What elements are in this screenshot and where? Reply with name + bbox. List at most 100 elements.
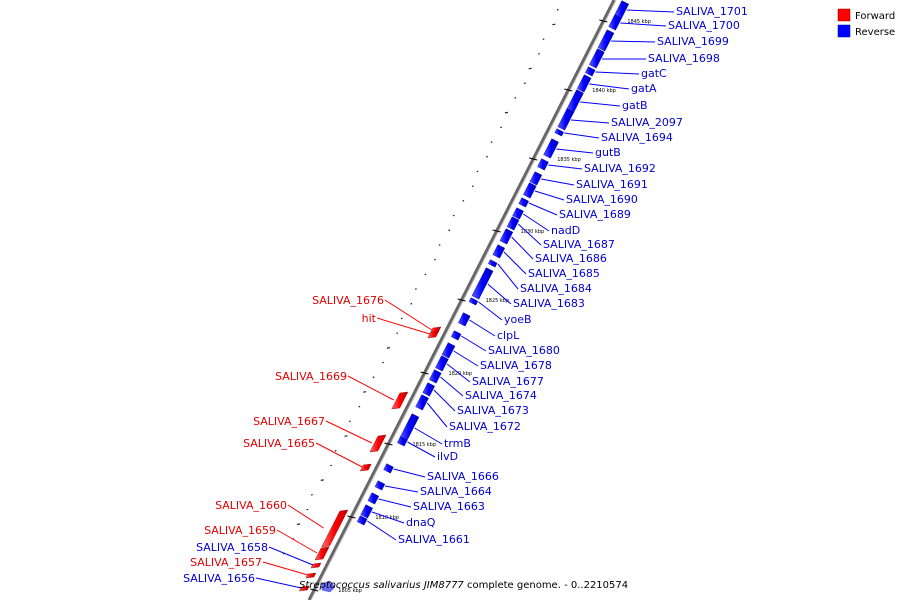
reverse-gene-arrow[interactable]	[383, 463, 394, 474]
gc-dot	[382, 361, 384, 364]
reverse-gene-arrow[interactable]	[554, 128, 564, 137]
reverse-gene-arrow[interactable]	[435, 355, 449, 372]
forward-gene-arrow[interactable]	[369, 434, 387, 453]
reverse-gene-label[interactable]: gatC	[641, 67, 667, 80]
reverse-gene-label[interactable]: SALIVA_1661	[398, 533, 470, 546]
reverse-gene-arrow[interactable]	[585, 66, 596, 77]
reverse-gene-label[interactable]: SALIVA_1701	[676, 5, 748, 18]
reverse-gene-label[interactable]: gatB	[622, 99, 648, 112]
reverse-gene-label[interactable]: SALIVA_1700	[668, 19, 740, 32]
reverse-gene-arrow[interactable]	[537, 158, 549, 171]
reverse-gene-leader	[497, 263, 519, 290]
reverse-gene-arrow[interactable]	[529, 171, 543, 186]
reverse-gene-arrow[interactable]	[518, 197, 529, 208]
reverse-gene-label[interactable]: dnaQ	[406, 516, 436, 529]
reverse-gene-label[interactable]: SALIVA_1686	[535, 252, 607, 265]
forward-gene-arrow[interactable]	[310, 562, 322, 569]
scale-tick	[420, 371, 429, 375]
forward-gene-arrow[interactable]	[314, 546, 330, 561]
forward-gene-label[interactable]: SALIVA_1665	[243, 437, 315, 450]
forward-gene-arrow[interactable]	[305, 572, 317, 579]
reverse-gene-label[interactable]: SALIVA_1690	[566, 193, 638, 206]
reverse-gene-label[interactable]: SALIVA_1689	[559, 208, 631, 221]
legend: Forward Reverse	[837, 8, 895, 38]
reverse-gene-label[interactable]: SALIVA_1691	[576, 178, 648, 191]
reverse-gene-arrow[interactable]	[523, 182, 537, 199]
reverse-gene-arrow[interactable]	[506, 216, 520, 231]
forward-gene-label[interactable]: SALIVA_1659	[204, 524, 276, 537]
reverse-gene-arrow[interactable]	[608, 14, 622, 31]
reverse-gene-label[interactable]: SALIVA_1664	[420, 485, 492, 498]
reverse-gene-label[interactable]: SALIVA_1683	[513, 297, 585, 310]
reverse-gene-arrow[interactable]	[450, 330, 462, 341]
forward-gene-label[interactable]: SALIVA_1676	[312, 294, 384, 307]
reverse-gene-arrow[interactable]	[441, 342, 456, 359]
forward-gene-arrow[interactable]	[321, 509, 349, 548]
reverse-gene-arrow[interactable]	[512, 207, 524, 220]
reverse-gene-arrow[interactable]	[468, 297, 479, 306]
reverse-gene-label[interactable]: clpL	[497, 329, 520, 342]
reverse-gene-label[interactable]: SALIVA_1692	[584, 162, 656, 175]
reverse-gene-arrow[interactable]	[374, 480, 386, 491]
gc-dot	[471, 185, 474, 187]
reverse-gene-arrow[interactable]	[471, 267, 494, 300]
reverse-gene-arrow[interactable]	[360, 504, 373, 519]
reverse-gene-arrow[interactable]	[397, 436, 408, 447]
reverse-gene-label[interactable]: SALIVA_1694	[601, 131, 673, 144]
reverse-gene-label[interactable]: gutB	[595, 146, 621, 159]
reverse-gene-arrow[interactable]	[589, 48, 605, 69]
reverse-gene-label[interactable]: SALIVA_1663	[413, 500, 485, 513]
reverse-gene-label[interactable]: SALIVA_1699	[657, 35, 729, 48]
reverse-gene-label[interactable]: trmB	[444, 437, 471, 450]
reverse-gene-label[interactable]: SALIVA_1672	[449, 420, 521, 433]
forward-gene-arrow[interactable]	[298, 585, 310, 592]
reverse-gene-label[interactable]: SALIVA_1684	[520, 282, 592, 295]
reverse-gene-label[interactable]: SALIVA_1680	[488, 344, 560, 357]
reverse-gene-label[interactable]: gatA	[631, 82, 657, 95]
forward-gene-arrow[interactable]	[427, 330, 440, 339]
reverse-gene-arrow[interactable]	[458, 312, 471, 327]
reverse-gene-arrow[interactable]	[429, 369, 442, 384]
gc-dot	[552, 23, 556, 26]
forward-gene-arrow[interactable]	[359, 463, 372, 472]
reverse-gene-label[interactable]: ilvD	[437, 450, 458, 463]
reverse-gene-arrow[interactable]	[557, 108, 575, 131]
reverse-gene-arrow[interactable]	[543, 138, 559, 159]
reverse-gene-label[interactable]: nadD	[551, 224, 580, 237]
forward-gene-label[interactable]: SALIVA_1656	[183, 572, 255, 585]
reverse-gene-label[interactable]: SALIVA_1678	[480, 359, 552, 372]
reverse-gene-label[interactable]: SALIVA_1666	[427, 470, 499, 483]
reverse-gene-arrow[interactable]	[356, 515, 368, 526]
reverse-gene-arrow[interactable]	[415, 394, 429, 411]
reverse-gene-arrow[interactable]	[422, 382, 435, 397]
reverse-gene-arrow[interactable]	[492, 244, 506, 259]
reverse-gene-label[interactable]: yoeB	[504, 313, 532, 326]
reverse-gene-label[interactable]: SALIVA_1687	[543, 238, 615, 251]
reverse-gene-leader	[564, 132, 600, 139]
reverse-gene-arrow[interactable]	[487, 259, 498, 268]
reverse-gene-arrow[interactable]	[597, 29, 615, 52]
forward-gene-label[interactable]: SALIVA_1657	[190, 556, 262, 569]
forward-gene-arrow[interactable]	[391, 391, 409, 410]
forward-gene-label[interactable]: SALIVA_1667	[253, 415, 325, 428]
gc-dot	[358, 405, 361, 408]
reverse-gene-arrow[interactable]	[576, 74, 592, 93]
reverse-gene-arrow[interactable]	[499, 228, 514, 245]
forward-gene-label[interactable]: SALIVA_1669	[275, 370, 347, 383]
reverse-gene-leader	[414, 427, 443, 445]
reverse-gene-label[interactable]: SALIVA_1677	[472, 375, 544, 388]
gc-dot	[448, 229, 451, 232]
scale-tick-label: 1815 kbp	[412, 442, 436, 448]
reverse-gene-arrow[interactable]	[367, 492, 380, 505]
forward-gene-label[interactable]: hit	[362, 312, 377, 325]
reverse-gene-label[interactable]: SALIVA_1685	[528, 267, 600, 280]
reverse-gene-label[interactable]: SALIVA_1674	[465, 389, 537, 402]
reverse-gene-label[interactable]: SALIVA_2097	[611, 116, 683, 129]
reverse-gene-label[interactable]: SALIVA_1698	[648, 52, 720, 65]
gc-dot	[414, 288, 417, 290]
scale-tick	[384, 442, 393, 446]
forward-gene-label[interactable]: SALIVA_1660	[215, 499, 287, 512]
forward-gene-leader	[347, 375, 394, 401]
reverse-gene-label[interactable]: SALIVA_1673	[457, 404, 529, 417]
forward-gene-label[interactable]: SALIVA_1658	[196, 541, 268, 554]
